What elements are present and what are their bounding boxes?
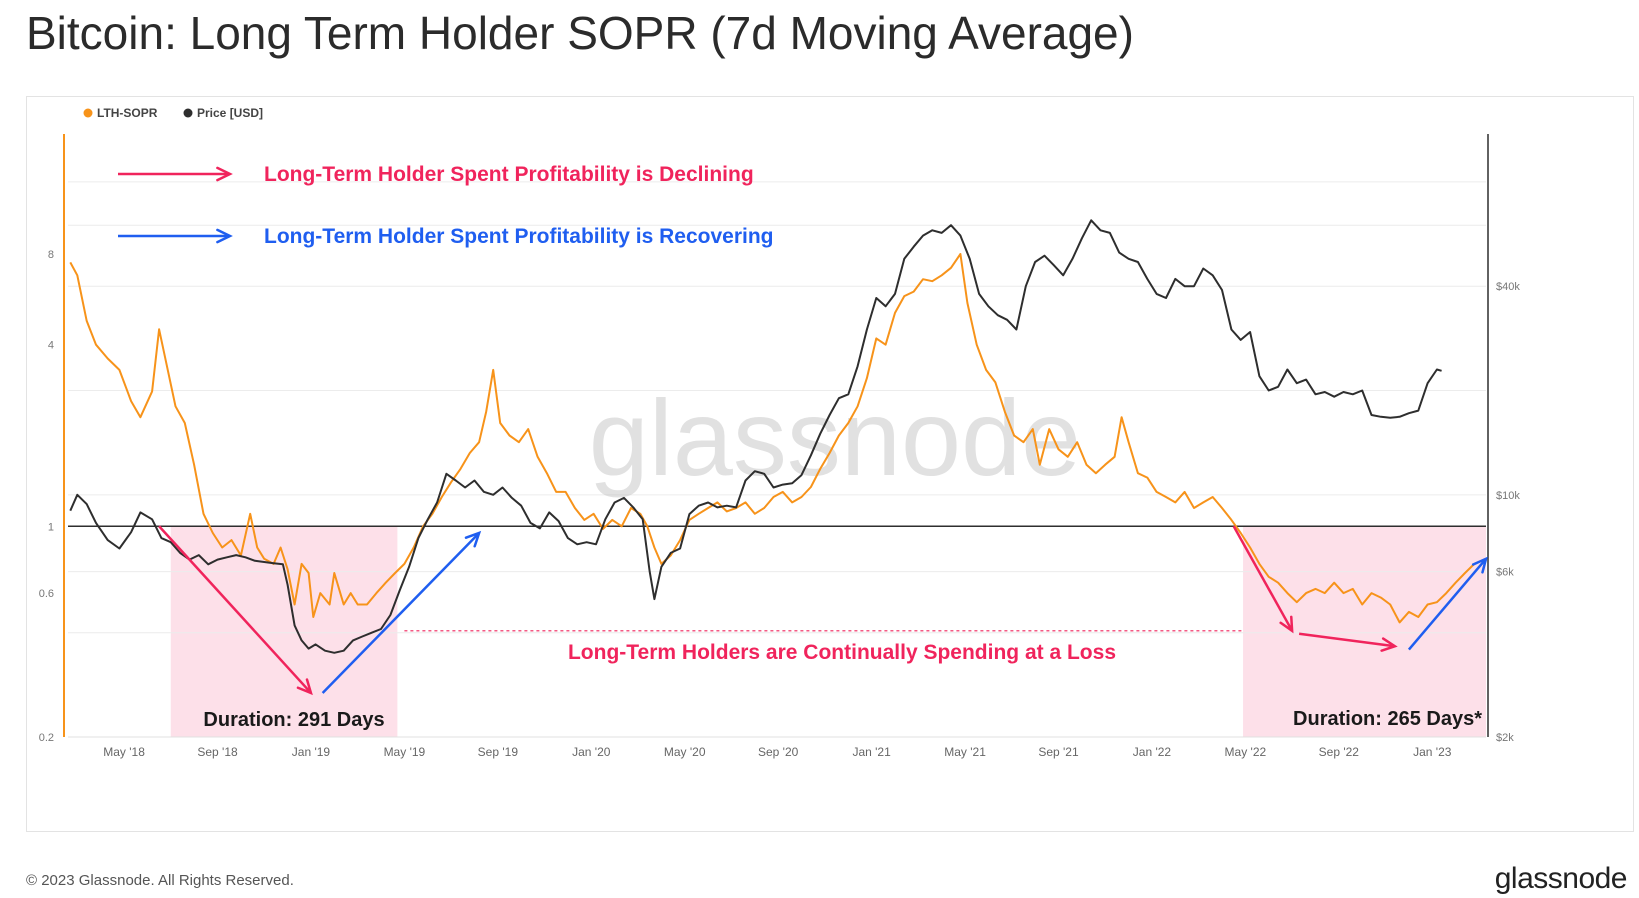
legend-label-1: Price [USD] xyxy=(197,106,263,120)
y-right-tick-label: $2k xyxy=(1496,732,1514,744)
x-tick-label: Sep '21 xyxy=(1038,745,1079,759)
highlight-region-1 xyxy=(1243,526,1486,737)
legend-dot-1 xyxy=(183,108,193,118)
trend-arrow-4 xyxy=(1407,557,1487,651)
trend-arrow-1 xyxy=(321,532,481,694)
x-tick-label: May '22 xyxy=(1225,745,1267,759)
chart-frame xyxy=(26,96,1634,832)
x-tick-label: May '18 xyxy=(103,745,145,759)
x-tick-label: May '20 xyxy=(664,745,706,759)
annotation-label-1: Long-Term Holder Spent Profitability is … xyxy=(264,225,774,248)
x-tick-label: Sep '19 xyxy=(478,745,519,759)
highlight-regions xyxy=(170,526,1486,737)
trend-arrow-2 xyxy=(1232,525,1294,632)
annotation-label-loss: Long-Term Holders are Continually Spendi… xyxy=(568,641,1116,664)
duration-label-2022: Duration: 265 Days* xyxy=(1293,708,1482,730)
y-right-tick-label: $10k xyxy=(1496,490,1520,502)
annotation-arrow-head-1 xyxy=(216,228,233,244)
y-left-tick-label: 4 xyxy=(48,340,54,352)
trend-arrow-head-4 xyxy=(1471,556,1488,574)
axes: 0.2 0.6 1 4 8 $2k $6k $10k $40k May '18 Sep '18 Jan… xyxy=(39,134,1520,759)
footer-copyright: © 2023 Glassnode. All Rights Reserved. xyxy=(26,872,294,889)
x-tick-label: May '21 xyxy=(944,745,986,759)
y-left-tick-label: 1 xyxy=(48,521,54,533)
trend-arrow-head-1 xyxy=(464,530,482,548)
legend: LTH-SOPR Price [USD] xyxy=(83,106,263,120)
trend-arrow-3 xyxy=(1298,632,1396,648)
x-tick-label: Sep '18 xyxy=(197,745,238,759)
series-line-lth-sopr xyxy=(69,253,1487,624)
x-tick-label: Jan '19 xyxy=(292,745,331,759)
page-title: Bitcoin: Long Term Holder SOPR (7d Movin… xyxy=(26,7,1134,59)
trend-arrow-head-3 xyxy=(1380,637,1398,652)
annotation-label-0: Long-Term Holder Spent Profitability is … xyxy=(264,163,754,186)
trend-arrow-0 xyxy=(158,525,312,694)
y-right-tick-label: $40k xyxy=(1496,281,1520,293)
legend-dot-0 xyxy=(83,108,93,118)
trend-arrow-head-0 xyxy=(296,678,313,696)
y-left-tick-label: 8 xyxy=(48,249,54,261)
legend-label-0: LTH-SOPR xyxy=(97,106,158,120)
duration-label-2018: Duration: 291 Days xyxy=(203,709,384,731)
y-right-tick-label: $6k xyxy=(1496,567,1514,579)
y-left-tick-label: 0.2 xyxy=(39,732,54,744)
trend-arrow-head-2 xyxy=(1279,615,1294,634)
x-tick-label: Jan '20 xyxy=(572,745,611,759)
watermark: glassnode xyxy=(589,377,1081,498)
annotations: Long-Term Holder Spent Profitability is … xyxy=(118,163,1488,731)
grid-lines xyxy=(68,181,1486,738)
x-tick-label: Jan '21 xyxy=(852,745,891,759)
series-line-price-usd- xyxy=(69,219,1442,654)
x-tick-label: May '19 xyxy=(384,745,426,759)
footer-brand-logo: glassnode xyxy=(1494,862,1628,895)
x-tick-label: Jan '22 xyxy=(1133,745,1172,759)
series-lines xyxy=(69,219,1487,654)
x-tick-label: Sep '20 xyxy=(758,745,799,759)
x-tick-label: Sep '22 xyxy=(1319,745,1360,759)
annotation-arrow-head-0 xyxy=(216,166,233,182)
y-left-tick-label: 0.6 xyxy=(39,588,54,600)
x-tick-label: Jan '23 xyxy=(1413,745,1452,759)
